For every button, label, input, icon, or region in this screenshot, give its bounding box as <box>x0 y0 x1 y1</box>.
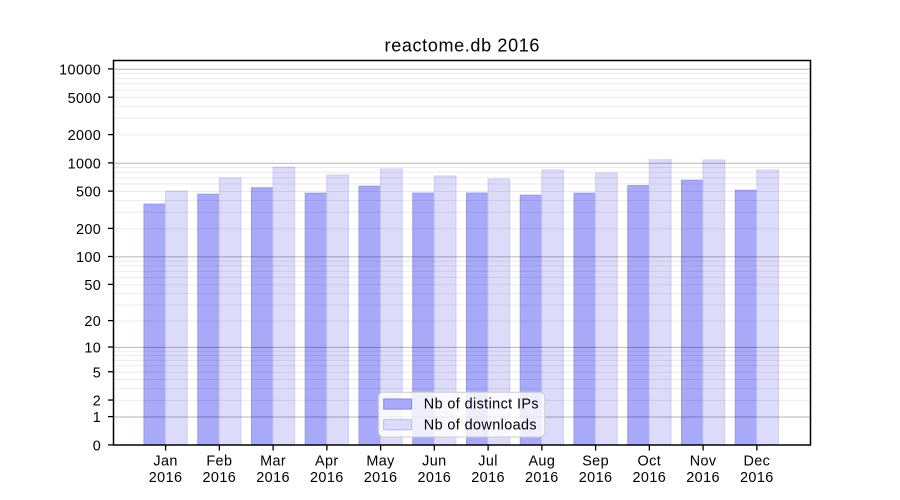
svg-text:Sep: Sep <box>582 453 609 469</box>
svg-text:2016: 2016 <box>310 470 344 486</box>
svg-text:2016: 2016 <box>633 470 667 486</box>
svg-text:2016: 2016 <box>256 470 290 486</box>
svg-text:0: 0 <box>93 439 101 455</box>
svg-text:2016: 2016 <box>740 470 774 486</box>
svg-text:50: 50 <box>84 278 101 294</box>
svg-text:Apr: Apr <box>315 453 339 469</box>
svg-text:100: 100 <box>76 250 101 266</box>
svg-text:Jun: Jun <box>422 453 446 469</box>
svg-text:2016: 2016 <box>203 470 237 486</box>
svg-text:Nb of distinct IPs: Nb of distinct IPs <box>424 397 539 413</box>
svg-text:Nov: Nov <box>690 453 717 469</box>
svg-text:Feb: Feb <box>206 453 232 469</box>
svg-text:Oct: Oct <box>638 453 662 469</box>
svg-text:10000: 10000 <box>59 63 101 79</box>
svg-text:reactome.db 2016: reactome.db 2016 <box>385 36 541 56</box>
svg-text:2016: 2016 <box>149 470 183 486</box>
svg-text:2016: 2016 <box>418 470 452 486</box>
svg-text:Jan: Jan <box>153 453 177 469</box>
svg-text:10: 10 <box>84 341 101 357</box>
svg-text:2016: 2016 <box>364 470 398 486</box>
svg-text:Mar: Mar <box>260 453 286 469</box>
svg-text:5000: 5000 <box>68 91 102 107</box>
svg-text:5: 5 <box>93 365 101 381</box>
svg-text:Jul: Jul <box>478 453 498 469</box>
svg-text:2016: 2016 <box>686 470 720 486</box>
svg-text:2016: 2016 <box>471 470 505 486</box>
svg-text:1000: 1000 <box>68 156 102 172</box>
svg-text:Dec: Dec <box>743 453 770 469</box>
svg-text:20: 20 <box>84 314 101 330</box>
svg-text:1: 1 <box>93 410 101 426</box>
svg-text:Aug: Aug <box>528 453 555 469</box>
svg-text:May: May <box>366 453 395 469</box>
svg-text:2016: 2016 <box>525 470 559 486</box>
svg-text:500: 500 <box>76 185 101 201</box>
svg-text:200: 200 <box>76 222 101 238</box>
svg-text:2000: 2000 <box>68 128 102 144</box>
svg-text:2: 2 <box>93 394 101 410</box>
svg-text:2016: 2016 <box>579 470 613 486</box>
svg-text:Nb of downloads: Nb of downloads <box>424 417 537 433</box>
